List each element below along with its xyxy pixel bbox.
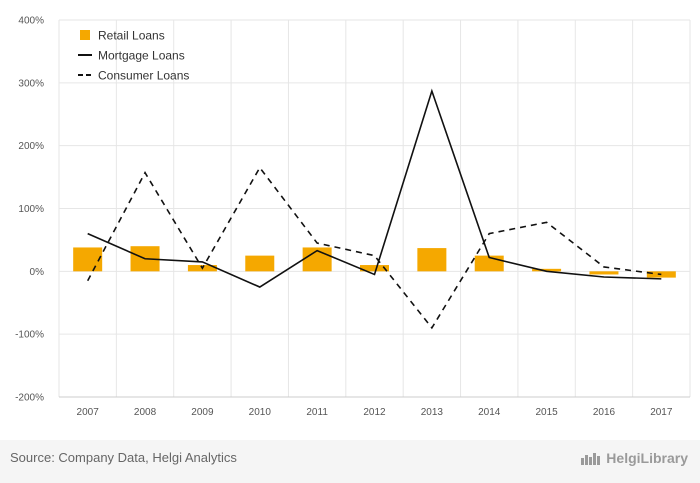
x-tick-label: 2007 [77,407,100,418]
y-tick-label: -200% [15,393,44,404]
bar-2010 [245,255,275,272]
brand-name: HelgiLibrary [606,450,688,466]
x-tick-label: 2012 [363,407,386,418]
y-tick-label: -100% [15,330,44,341]
x-tick-label: 2009 [191,407,214,418]
x-tick-label: 2017 [650,407,673,418]
x-tick-label: 2015 [535,407,558,418]
source-note: Source: Company Data, Helgi Analytics [10,450,237,465]
helgi-library-logo-icon [581,453,601,465]
brand: HelgiLibrary [580,450,688,466]
retail-loans-bars [73,246,676,278]
y-axis: 400% 300% 200% 100% 0% -100% -200% [15,16,44,404]
x-tick-label: 2013 [421,407,444,418]
mortgage-loans-line [87,88,662,288]
bar-2015 [532,268,562,272]
bar-2007 [73,247,103,272]
bar-2013 [417,248,447,272]
y-tick-label: 300% [18,78,44,89]
x-tick-label: 2010 [249,407,272,418]
series-lines [86,88,662,330]
y-tick-label: 400% [18,16,44,27]
y-tick-label: 200% [18,141,44,152]
y-tick-label: 100% [18,204,44,215]
x-tick-label: 2014 [478,407,501,418]
x-tick-label: 2011 [306,407,328,418]
legend-label: Retail Loans [98,29,165,43]
x-tick-label: 2016 [593,407,616,418]
x-axis: 2007 2008 2009 2010 2011 2012 2013 2014 2015 2016… [59,396,690,418]
x-tick-label: 2008 [134,407,157,418]
legend: Retail Loans Mortgage Loans Consumer Loans [78,29,189,83]
legend-label: Consumer Loans [98,69,189,83]
bar-2012 [360,265,389,272]
legend-swatch-retail-loans [80,30,90,40]
chart: 400%300%200%100%0%-100%-200% 2007 2008 200… [15,16,691,418]
bar-2016 [589,271,619,275]
gridlines [58,19,691,398]
legend-label: Mortgage Loans [98,49,185,63]
y-tick-label: 0% [30,267,45,278]
